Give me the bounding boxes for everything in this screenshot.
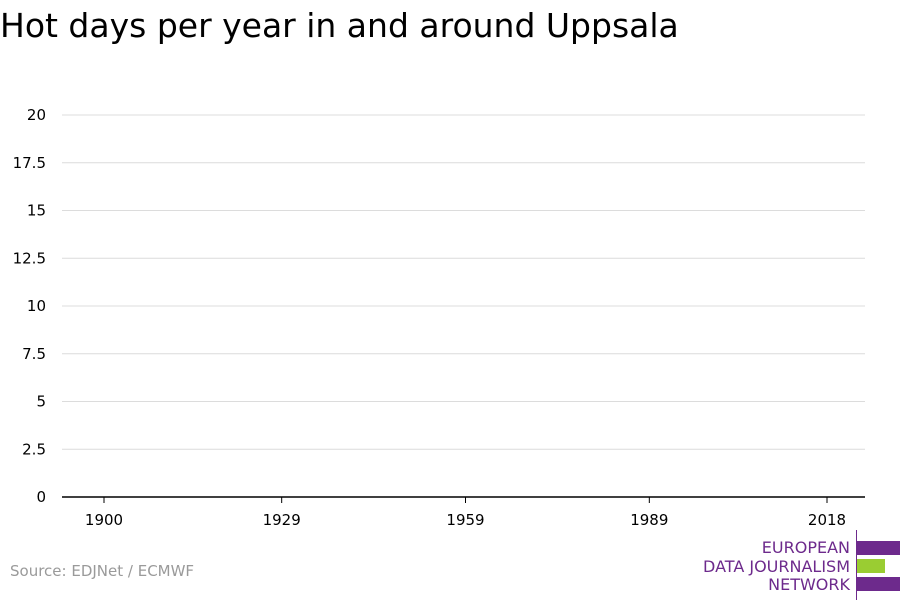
source-note: Source: EDJNet / ECMWF	[10, 562, 195, 580]
x-tick-label: 1929	[263, 511, 301, 529]
y-tick-label: 2.5	[22, 440, 46, 458]
logo-bar-purple-bottom	[857, 577, 900, 591]
chart-title: Hot days per year in and around Uppsala	[0, 6, 679, 45]
y-tick-label: 10	[27, 297, 46, 315]
logo-divider	[856, 530, 857, 600]
logo-text-line-3: NETWORK	[768, 575, 850, 594]
x-tick-label: 1989	[630, 511, 668, 529]
y-tick-label: 5	[36, 393, 46, 411]
y-tick-label: 15	[27, 202, 46, 220]
y-tick-label: 7.5	[22, 345, 46, 363]
x-tick-label: 2018	[808, 511, 846, 529]
logo-text-line-2: DATA JOURNALISM	[703, 557, 850, 576]
y-tick-label: 0	[36, 488, 46, 506]
logo-bar-green	[857, 559, 885, 573]
x-tick-label: 1959	[446, 511, 484, 529]
y-tick-label: 12.5	[13, 249, 46, 267]
x-tick-label: 1900	[85, 511, 123, 529]
edjnet-logo[interactable]: EUROPEAN DATA JOURNALISM NETWORK	[700, 530, 900, 600]
axes: 0 2.5 5 7.5 10 12.5 15 17.5 20 1900 1929 1959 1989 20…	[13, 106, 865, 529]
y-tick-label: 17.5	[13, 154, 46, 172]
gridlines	[62, 114, 865, 450]
logo-text-line-1: EUROPEAN	[761, 538, 850, 557]
logo-bar-purple-top	[857, 541, 900, 555]
y-tick-label: 20	[27, 106, 46, 124]
